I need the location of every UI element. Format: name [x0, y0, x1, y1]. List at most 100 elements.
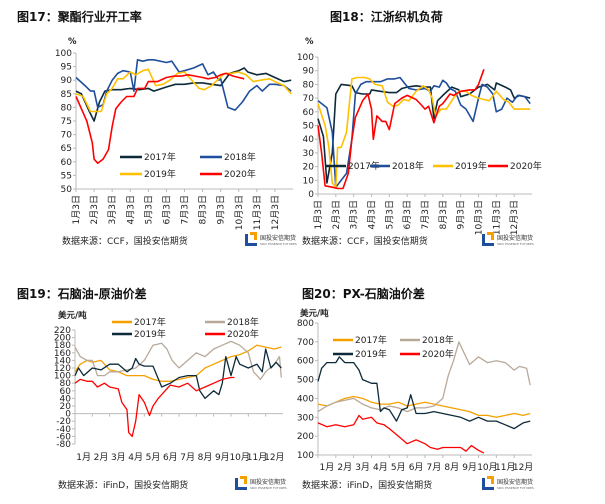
logo-mark-icon [487, 476, 494, 484]
logo-subtitle: SDIC ESSENCE FUTURES [497, 242, 534, 246]
series-line-2020年 [317, 69, 485, 190]
x-tick-label: 4月3日 [367, 200, 378, 229]
chart-title: 图19：石脑油-原油价差 [17, 286, 147, 301]
y-tick-label: -40 [56, 425, 71, 435]
y-tick-label: 80 [61, 103, 73, 113]
x-tick-label: 6月 [409, 462, 424, 473]
y-tick-label: 80 [303, 80, 315, 90]
x-tick-label: 7月 [180, 452, 195, 463]
y-tick-label: 65 [61, 144, 72, 154]
x-tick-label: 10月 [229, 452, 249, 463]
y-tick-label: 500 [297, 376, 314, 386]
series-line-2020年 [75, 72, 245, 164]
logo-text: 国投安信期货 [250, 478, 286, 486]
logo-subtitle: SDIC ESSENCE FUTURES [250, 486, 287, 490]
y-axis-unit: % [305, 37, 314, 47]
series-line-2019年 [317, 356, 531, 430]
x-tick-label: 5月 [391, 462, 406, 473]
x-tick-label: 8月 [198, 452, 213, 463]
y-tick-label: 70 [303, 94, 315, 104]
x-tick-label: 6月3日 [161, 195, 172, 224]
y-tick-label: 600 [297, 357, 314, 367]
logo-text: 国投安信期货 [497, 234, 533, 242]
x-tick-label: 4月 [128, 452, 143, 463]
series-line-2018年 [74, 340, 282, 381]
x-tick-label: 11月 [247, 452, 267, 463]
logo-mark-icon [235, 478, 247, 490]
y-tick-label: -60 [56, 432, 71, 442]
y-tick-label: 70 [61, 131, 73, 141]
legend-label: 2019年 [134, 328, 166, 340]
y-tick-label: -20 [56, 417, 71, 427]
x-tick-label: 5月3日 [384, 200, 395, 229]
x-tick-label: 9月3日 [456, 200, 467, 229]
x-tick-label: 10月3日 [474, 200, 485, 235]
series-line-2017年 [317, 395, 531, 418]
y-tick-label: 50 [303, 122, 315, 132]
y-tick-label: 220 [54, 326, 71, 336]
x-tick-label: 1月3日 [313, 200, 324, 229]
x-tick-label: 12月 [264, 452, 284, 463]
x-tick-label: 3月3日 [349, 200, 360, 229]
logo-mark-icon [245, 234, 257, 246]
y-tick-label: 60 [61, 158, 73, 168]
y-axis-unit: % [68, 37, 77, 47]
x-tick-label: 3月 [111, 452, 126, 463]
y-tick-label: 800 [297, 319, 314, 329]
x-tick-label: 5月3日 [143, 195, 154, 224]
x-tick-label: 11月3日 [491, 200, 502, 235]
x-tick-label: 4月 [373, 462, 388, 473]
legend-label: 2018年 [392, 160, 424, 172]
y-tick-label: 120 [54, 364, 71, 374]
series-line-2017年 [74, 344, 282, 382]
x-tick-label: 7月 [427, 462, 442, 473]
x-tick-label: 9月3日 [216, 195, 227, 224]
x-tick-label: 6月 [163, 452, 178, 463]
x-tick-label: 10月3日 [234, 195, 245, 230]
legend-label: 2019年 [355, 348, 387, 360]
y-tick-label: 100 [55, 49, 72, 59]
x-tick-label: 1月 [76, 452, 91, 463]
legend-label: 2017年 [355, 334, 387, 346]
series-line-2017年 [75, 67, 292, 122]
logo-text: 国投安信期货 [497, 478, 533, 486]
x-tick-label: 11月3日 [252, 195, 263, 230]
x-tick-label: 9月 [215, 452, 230, 463]
x-tick-label: 1月 [320, 462, 335, 473]
legend-label: 2018年 [422, 334, 454, 346]
chart-2: 图18：江浙织机负荷% 0 10 20 30 40 50 60 70 80 90 100 1月3日 2月3… [297, 9, 542, 247]
x-tick-label: 8月3日 [198, 195, 209, 224]
y-tick-label: 20 [303, 163, 315, 173]
legend-label: 2020年 [227, 328, 259, 340]
y-tick-label: 80 [60, 379, 72, 389]
series-line-2020年 [317, 414, 485, 454]
series-line-2018年 [317, 341, 531, 413]
chart-title: 图20：PX-石脑油价差 [302, 286, 425, 301]
y-tick-label: 90 [61, 76, 73, 86]
y-tick-label: 85 [61, 90, 72, 100]
series-line-2017年 [317, 82, 531, 184]
x-tick-label: 3月 [355, 462, 370, 473]
y-tick-label: 60 [303, 108, 315, 118]
legend-label: 2019年 [144, 168, 176, 180]
legend-label: 2018年 [224, 151, 256, 163]
x-tick-label: 7月3日 [180, 195, 191, 224]
x-tick-label: 1月3日 [71, 195, 82, 224]
x-tick-label: 6月3日 [402, 200, 413, 229]
legend-label: 2019年 [455, 160, 487, 172]
x-tick-label: 2月3日 [89, 195, 100, 224]
y-tick-label: 100 [297, 53, 314, 63]
logo-mark-icon [482, 234, 494, 246]
series-line-2019年 [75, 68, 292, 113]
y-tick-label: 100 [54, 372, 71, 382]
y-tick-label: 40 [303, 135, 315, 145]
x-tick-label: 8月3日 [438, 200, 449, 229]
logo-mark-icon [240, 476, 247, 484]
legend-label: 2020年 [224, 168, 256, 180]
y-tick-label: 0 [65, 410, 71, 420]
